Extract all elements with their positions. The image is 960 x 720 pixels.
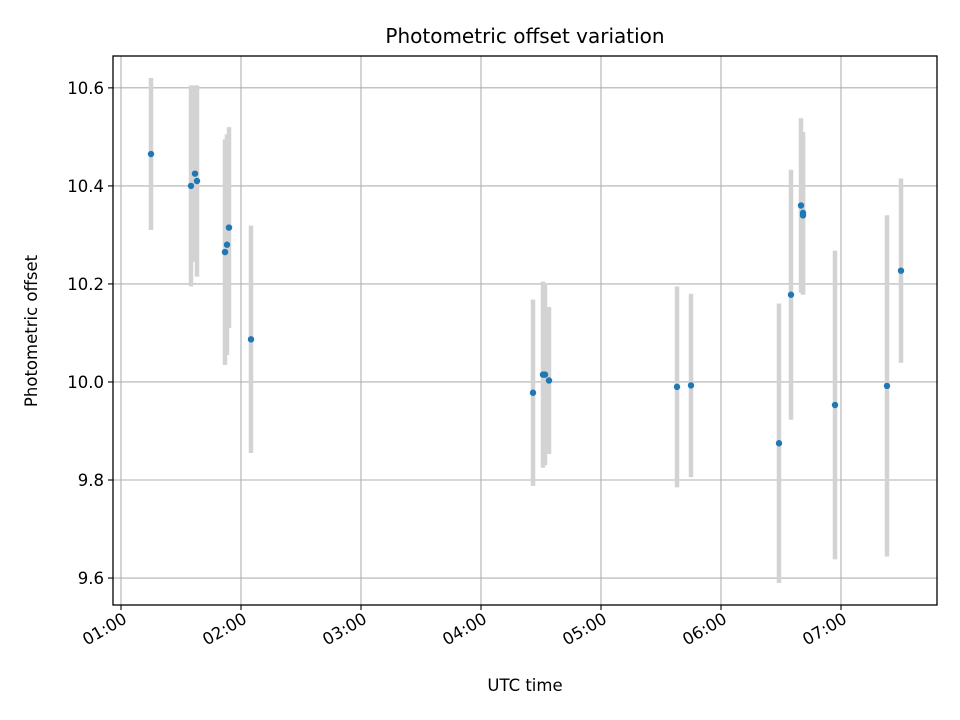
data-point xyxy=(187,182,195,190)
data-point xyxy=(193,177,201,185)
data-point xyxy=(247,336,255,343)
data-point xyxy=(673,383,681,391)
y-tick-label: 10.4 xyxy=(67,177,104,196)
data-point xyxy=(831,401,839,409)
chart-title: Photometric offset variation xyxy=(385,24,664,48)
data-point xyxy=(545,377,553,384)
y-tick-label: 10.2 xyxy=(67,275,104,294)
y-tick-label: 9.8 xyxy=(78,471,104,490)
y-tick-label: 9.6 xyxy=(78,569,104,588)
x-axis-label: UTC time xyxy=(487,676,562,695)
data-point xyxy=(799,212,807,219)
data-point xyxy=(897,267,905,274)
data-point xyxy=(191,170,199,177)
data-point xyxy=(529,389,537,396)
data-point xyxy=(541,371,549,378)
y-tick-label: 10.6 xyxy=(67,79,104,98)
data-point xyxy=(147,150,155,158)
data-point xyxy=(221,248,229,256)
data-points xyxy=(147,150,905,447)
y-tick-label: 10.0 xyxy=(67,373,104,392)
data-point xyxy=(797,202,805,209)
data-point xyxy=(883,382,891,390)
plot-area-frame xyxy=(112,55,938,606)
data-point xyxy=(775,440,783,447)
data-point xyxy=(687,382,695,389)
data-point xyxy=(223,241,231,248)
data-point xyxy=(225,224,233,231)
y-axis-label: Photometric offset xyxy=(22,254,41,407)
data-point xyxy=(787,291,795,298)
